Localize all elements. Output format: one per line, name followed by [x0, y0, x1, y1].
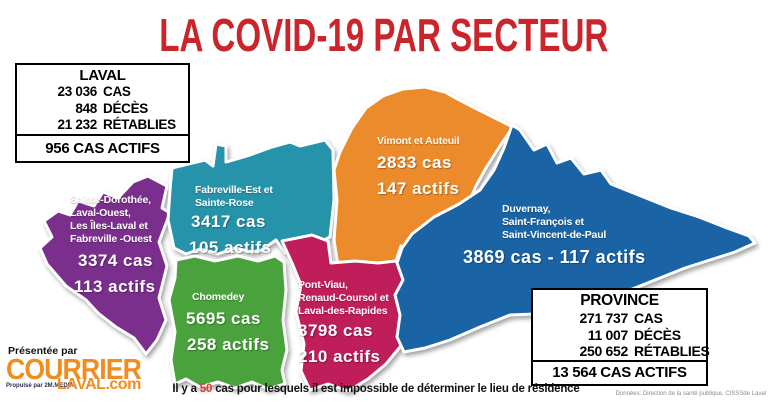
stat-label: CAS: [103, 84, 131, 99]
page-title: LA COVID-19 PAR SECTEUR: [159, 9, 609, 61]
data-source-note: Données: Direction de la santé publique,…: [615, 391, 766, 397]
stat-value: 11 007: [587, 326, 629, 343]
stat-value: 21 232: [57, 117, 98, 132]
region-chomedey-shape: [167, 254, 289, 391]
region-pont-viau-shape: [280, 233, 411, 393]
stat-value: 23 036: [57, 84, 98, 99]
stat-label: CAS: [634, 310, 663, 326]
stat-row-retablies: 250 652 RÉTABLIES: [533, 343, 709, 360]
province-active-cases: 13 564 CAS ACTIFS: [533, 359, 706, 385]
logo-laval-com: LAVAL.com: [57, 376, 141, 393]
laval-stats-top: LAVAL 23 036 CAS 848 DÉCÈS 21 232 RÉTABL…: [17, 65, 188, 134]
stat-row-cas: 271 737 CAS: [533, 310, 706, 327]
laval-stats-box: LAVAL 23 036 CAS 848 DÉCÈS 21 232 RÉTABL…: [15, 63, 190, 163]
disclaimer-text: Il y a 50 cas pour lesquels il est impos…: [172, 383, 580, 395]
laval-active-cases: 956 CAS ACTIFS: [17, 133, 188, 162]
region-sainte-dorothee-shape: [38, 174, 172, 356]
stat-label: DÉCÈS: [634, 326, 681, 343]
disclaimer-number: 50: [199, 383, 213, 395]
courrier-laval-logo: COURRIER: [6, 354, 142, 386]
laval-heading: LAVAL: [79, 67, 126, 84]
province-heading: PROVINCE: [580, 292, 659, 309]
province-stats-top: PROVINCE 271 737 CAS 11 007 DÉCÈS 250 65…: [533, 290, 709, 360]
stat-row-retablies: 21 232 RÉTABLIES: [17, 117, 188, 134]
stat-value: 250 652: [579, 343, 628, 359]
page-title-wrap: LA COVID-19 PAR SECTEUR: [0, 8, 768, 62]
stat-value: 271 737: [579, 310, 628, 326]
stat-label: RÉTABLIES: [103, 117, 176, 132]
stat-value: 848: [75, 100, 97, 116]
stat-row-deces: 848 DÉCÈS: [17, 101, 188, 118]
presented-by-label: Présentée par: [8, 345, 78, 357]
stat-row-deces: 11 007 DÉCÈS: [533, 327, 706, 344]
stat-row-cas: 23 036 CAS: [17, 84, 188, 101]
stat-label: DÉCÈS: [103, 100, 149, 116]
province-stats-box: PROVINCE 271 737 CAS 11 007 DÉCÈS 250 65…: [531, 288, 710, 386]
stat-label: RÉTABLIES: [634, 343, 710, 359]
logo-propulse-par: Propulsé par 2M.MEDIA: [6, 383, 74, 389]
